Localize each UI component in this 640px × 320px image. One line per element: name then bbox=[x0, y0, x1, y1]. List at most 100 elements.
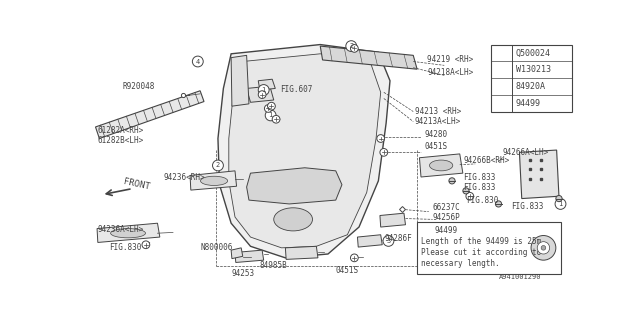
Text: 94213A<LH>: 94213A<LH> bbox=[415, 117, 461, 126]
Text: 94499: 94499 bbox=[516, 99, 541, 108]
Text: N800006: N800006 bbox=[200, 243, 232, 252]
Text: FIG.833: FIG.833 bbox=[511, 202, 543, 211]
Text: 94266B<RH>: 94266B<RH> bbox=[463, 156, 510, 164]
Text: FIG.607: FIG.607 bbox=[280, 85, 312, 94]
Circle shape bbox=[268, 102, 275, 110]
Polygon shape bbox=[285, 246, 318, 260]
Polygon shape bbox=[380, 213, 406, 227]
Circle shape bbox=[351, 44, 358, 52]
Circle shape bbox=[537, 242, 550, 254]
Ellipse shape bbox=[429, 160, 452, 171]
Text: 1: 1 bbox=[269, 112, 273, 118]
Text: 94280: 94280 bbox=[424, 130, 447, 139]
Text: FIG.830: FIG.830 bbox=[109, 243, 142, 252]
Text: 84985B: 84985B bbox=[260, 261, 287, 270]
Text: A941001290: A941001290 bbox=[499, 274, 541, 280]
Circle shape bbox=[259, 91, 266, 99]
Circle shape bbox=[531, 236, 556, 260]
Text: 1: 1 bbox=[558, 201, 563, 207]
Circle shape bbox=[449, 178, 455, 184]
Text: 94219 <RH>: 94219 <RH> bbox=[428, 55, 474, 64]
Text: 1: 1 bbox=[499, 50, 504, 56]
Circle shape bbox=[259, 84, 269, 95]
Circle shape bbox=[346, 41, 356, 52]
Text: 94499: 94499 bbox=[434, 227, 458, 236]
Text: Q500024: Q500024 bbox=[516, 49, 550, 58]
Text: 94286F: 94286F bbox=[385, 234, 412, 243]
Circle shape bbox=[380, 148, 388, 156]
Polygon shape bbox=[218, 44, 390, 258]
Text: FIG.833: FIG.833 bbox=[463, 183, 495, 192]
Text: FIG.830: FIG.830 bbox=[466, 196, 499, 204]
Circle shape bbox=[193, 56, 204, 67]
Text: 94236A<LH>: 94236A<LH> bbox=[97, 225, 143, 234]
Text: 94213 <RH>: 94213 <RH> bbox=[415, 107, 461, 116]
Text: 4: 4 bbox=[424, 228, 429, 234]
Circle shape bbox=[422, 226, 431, 236]
Polygon shape bbox=[229, 54, 381, 248]
Text: 94266A<LH>: 94266A<LH> bbox=[502, 148, 548, 157]
Text: 61282A<RH>: 61282A<RH> bbox=[97, 126, 143, 135]
Text: FRONT: FRONT bbox=[123, 178, 151, 192]
Text: Please cut it according to: Please cut it according to bbox=[421, 248, 541, 257]
Text: 61282B<LH>: 61282B<LH> bbox=[97, 136, 143, 145]
Text: 4: 4 bbox=[499, 101, 504, 107]
Text: 2: 2 bbox=[349, 43, 353, 49]
Circle shape bbox=[555, 198, 566, 209]
Circle shape bbox=[463, 188, 469, 194]
Circle shape bbox=[212, 160, 223, 171]
FancyBboxPatch shape bbox=[417, 222, 561, 274]
Polygon shape bbox=[246, 168, 342, 204]
Text: 94236<RH>: 94236<RH> bbox=[164, 172, 205, 181]
Ellipse shape bbox=[111, 228, 145, 238]
FancyBboxPatch shape bbox=[491, 44, 572, 112]
Text: 3: 3 bbox=[499, 84, 504, 90]
Circle shape bbox=[142, 241, 150, 249]
Ellipse shape bbox=[200, 176, 228, 186]
Circle shape bbox=[541, 245, 546, 250]
Text: 1: 1 bbox=[262, 87, 266, 93]
Text: 0451S: 0451S bbox=[336, 267, 359, 276]
Circle shape bbox=[497, 99, 506, 108]
Circle shape bbox=[264, 105, 272, 112]
Polygon shape bbox=[320, 46, 417, 69]
Circle shape bbox=[351, 254, 358, 262]
Text: 94256P: 94256P bbox=[433, 212, 460, 221]
Polygon shape bbox=[259, 79, 275, 90]
Circle shape bbox=[497, 82, 506, 92]
Circle shape bbox=[383, 236, 394, 246]
Text: 84920A: 84920A bbox=[516, 83, 545, 92]
Text: 0451S: 0451S bbox=[424, 142, 447, 151]
Circle shape bbox=[495, 201, 502, 207]
Polygon shape bbox=[246, 86, 274, 102]
Circle shape bbox=[377, 135, 385, 142]
Polygon shape bbox=[231, 248, 243, 259]
Polygon shape bbox=[235, 250, 264, 262]
FancyBboxPatch shape bbox=[80, 38, 576, 285]
Text: 94218A<LH>: 94218A<LH> bbox=[428, 68, 474, 77]
Text: 4: 4 bbox=[196, 59, 200, 65]
Text: 2: 2 bbox=[499, 67, 504, 73]
Circle shape bbox=[497, 48, 506, 58]
Circle shape bbox=[466, 192, 474, 200]
Polygon shape bbox=[231, 55, 249, 106]
Ellipse shape bbox=[274, 208, 312, 231]
Circle shape bbox=[497, 65, 506, 75]
Polygon shape bbox=[520, 150, 559, 198]
Text: necessary length.: necessary length. bbox=[421, 259, 500, 268]
Polygon shape bbox=[97, 223, 160, 243]
Text: 66237C: 66237C bbox=[433, 203, 460, 212]
Polygon shape bbox=[95, 91, 204, 139]
Text: 94253: 94253 bbox=[231, 269, 254, 278]
Polygon shape bbox=[419, 154, 463, 177]
Polygon shape bbox=[358, 235, 382, 247]
Text: FIG.833: FIG.833 bbox=[463, 172, 495, 181]
Text: 2: 2 bbox=[216, 163, 220, 168]
Text: 3: 3 bbox=[387, 238, 390, 244]
Text: R920048: R920048 bbox=[123, 82, 155, 91]
Circle shape bbox=[265, 110, 276, 121]
Polygon shape bbox=[190, 171, 237, 190]
Circle shape bbox=[272, 116, 280, 123]
Circle shape bbox=[556, 196, 562, 202]
Text: W130213: W130213 bbox=[516, 66, 550, 75]
